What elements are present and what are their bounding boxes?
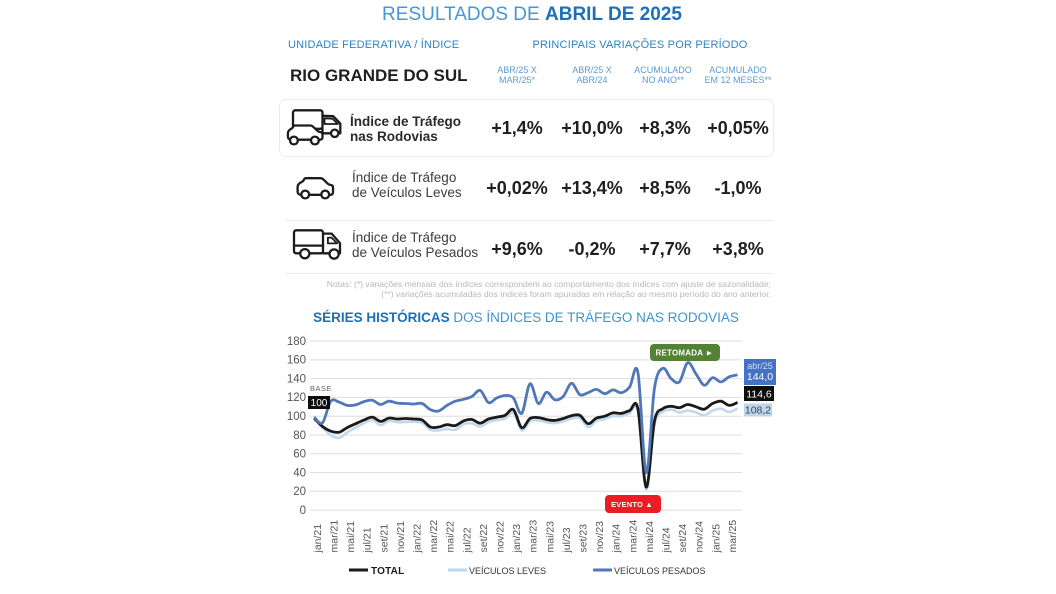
svg-text:40: 40: [293, 467, 306, 479]
svg-text:jul/21: jul/21: [362, 527, 374, 553]
svg-text:mar/22: mar/22: [428, 520, 440, 553]
svg-text:120: 120: [287, 392, 306, 404]
svg-text:180: 180: [287, 336, 306, 348]
svg-text:jan/21: jan/21: [312, 524, 324, 554]
svg-text:80: 80: [293, 430, 306, 442]
svg-text:VEÍCULOS LEVES: VEÍCULOS LEVES: [469, 566, 546, 576]
svg-text:mar/23: mar/23: [528, 520, 540, 553]
svg-text:EVENTO ▲: EVENTO ▲: [611, 500, 653, 509]
svg-text:140: 140: [287, 373, 306, 385]
svg-text:jul/23: jul/23: [561, 527, 573, 553]
svg-text:60: 60: [293, 449, 306, 461]
svg-text:0: 0: [300, 505, 306, 517]
svg-text:mai/21: mai/21: [345, 521, 357, 553]
svg-text:BASE: BASE: [310, 384, 332, 393]
svg-text:20: 20: [293, 486, 306, 498]
svg-text:VEÍCULOS PESADOS: VEÍCULOS PESADOS: [614, 566, 706, 576]
svg-text:nov/21: nov/21: [395, 521, 407, 553]
svg-text:jan/22: jan/22: [412, 524, 424, 554]
svg-text:abr/25: abr/25: [747, 361, 773, 371]
svg-text:160: 160: [287, 355, 306, 367]
svg-text:jul/22: jul/22: [461, 527, 473, 553]
svg-text:100: 100: [311, 398, 328, 409]
svg-text:mar/25: mar/25: [727, 520, 739, 553]
svg-text:jan/24: jan/24: [611, 524, 623, 554]
svg-text:mar/21: mar/21: [329, 520, 341, 553]
svg-text:108,2: 108,2: [745, 405, 771, 417]
svg-text:mai/22: mai/22: [445, 521, 457, 553]
svg-text:jan/23: jan/23: [511, 524, 523, 554]
svg-text:mai/24: mai/24: [644, 521, 656, 553]
svg-text:mar/24: mar/24: [627, 520, 639, 553]
svg-text:100: 100: [287, 411, 306, 423]
svg-text:jan/25: jan/25: [710, 524, 722, 554]
svg-text:mai/23: mai/23: [544, 521, 556, 553]
svg-text:nov/24: nov/24: [694, 521, 706, 553]
svg-text:114,6: 114,6: [746, 388, 772, 400]
svg-text:144,0: 144,0: [747, 371, 773, 383]
svg-text:set/23: set/23: [578, 524, 590, 553]
svg-text:RETOMADA ►: RETOMADA ►: [656, 349, 714, 358]
svg-text:nov/22: nov/22: [495, 521, 507, 553]
svg-text:TOTAL: TOTAL: [371, 566, 404, 577]
svg-text:set/22: set/22: [478, 524, 490, 553]
svg-text:jul/24: jul/24: [661, 527, 673, 553]
svg-text:set/24: set/24: [677, 524, 689, 553]
svg-text:nov/23: nov/23: [594, 521, 606, 553]
svg-text:set/21: set/21: [378, 524, 390, 553]
